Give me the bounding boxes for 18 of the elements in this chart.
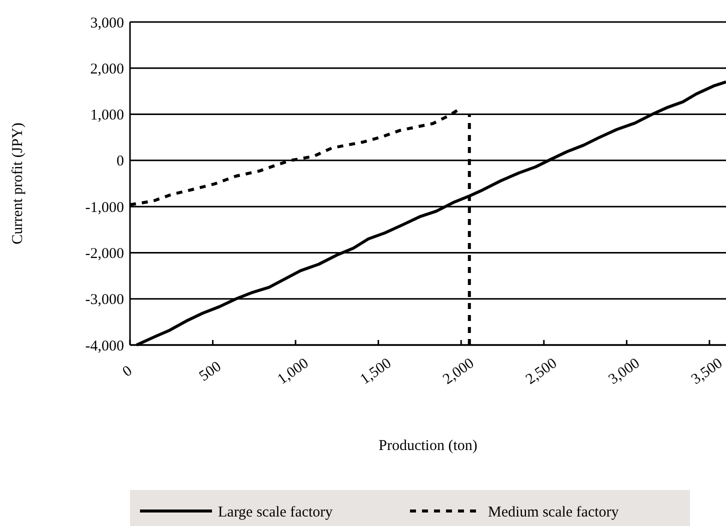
y-tick-label: 3,000 xyxy=(90,15,124,32)
x-tick-label: 3,500 xyxy=(688,355,726,388)
y-axis-title: Current profit (JPY) xyxy=(10,122,26,244)
y-tick-label: -3,000 xyxy=(85,292,124,308)
y-tick-label: -1,000 xyxy=(85,200,124,216)
x-tick-label: 0 xyxy=(120,363,136,380)
legend-label: Medium scale factory xyxy=(488,504,620,520)
x-tick-label: 1,000 xyxy=(274,355,312,388)
x-tick-label: 1,500 xyxy=(358,355,394,388)
y-tick-label: 0 xyxy=(116,154,124,170)
x-axis-title: Production (ton) xyxy=(378,438,478,454)
y-tick-label: 1,000 xyxy=(90,108,124,124)
legend-label: Large scale factory xyxy=(218,504,334,520)
x-tick-label: 500 xyxy=(196,358,224,385)
x-tick-label: 3,000 xyxy=(606,355,643,388)
y-tick-label: -2,000 xyxy=(85,246,124,262)
y-tick-label: -4,000 xyxy=(85,338,124,354)
y-tick-label: 2,000 xyxy=(90,61,124,78)
